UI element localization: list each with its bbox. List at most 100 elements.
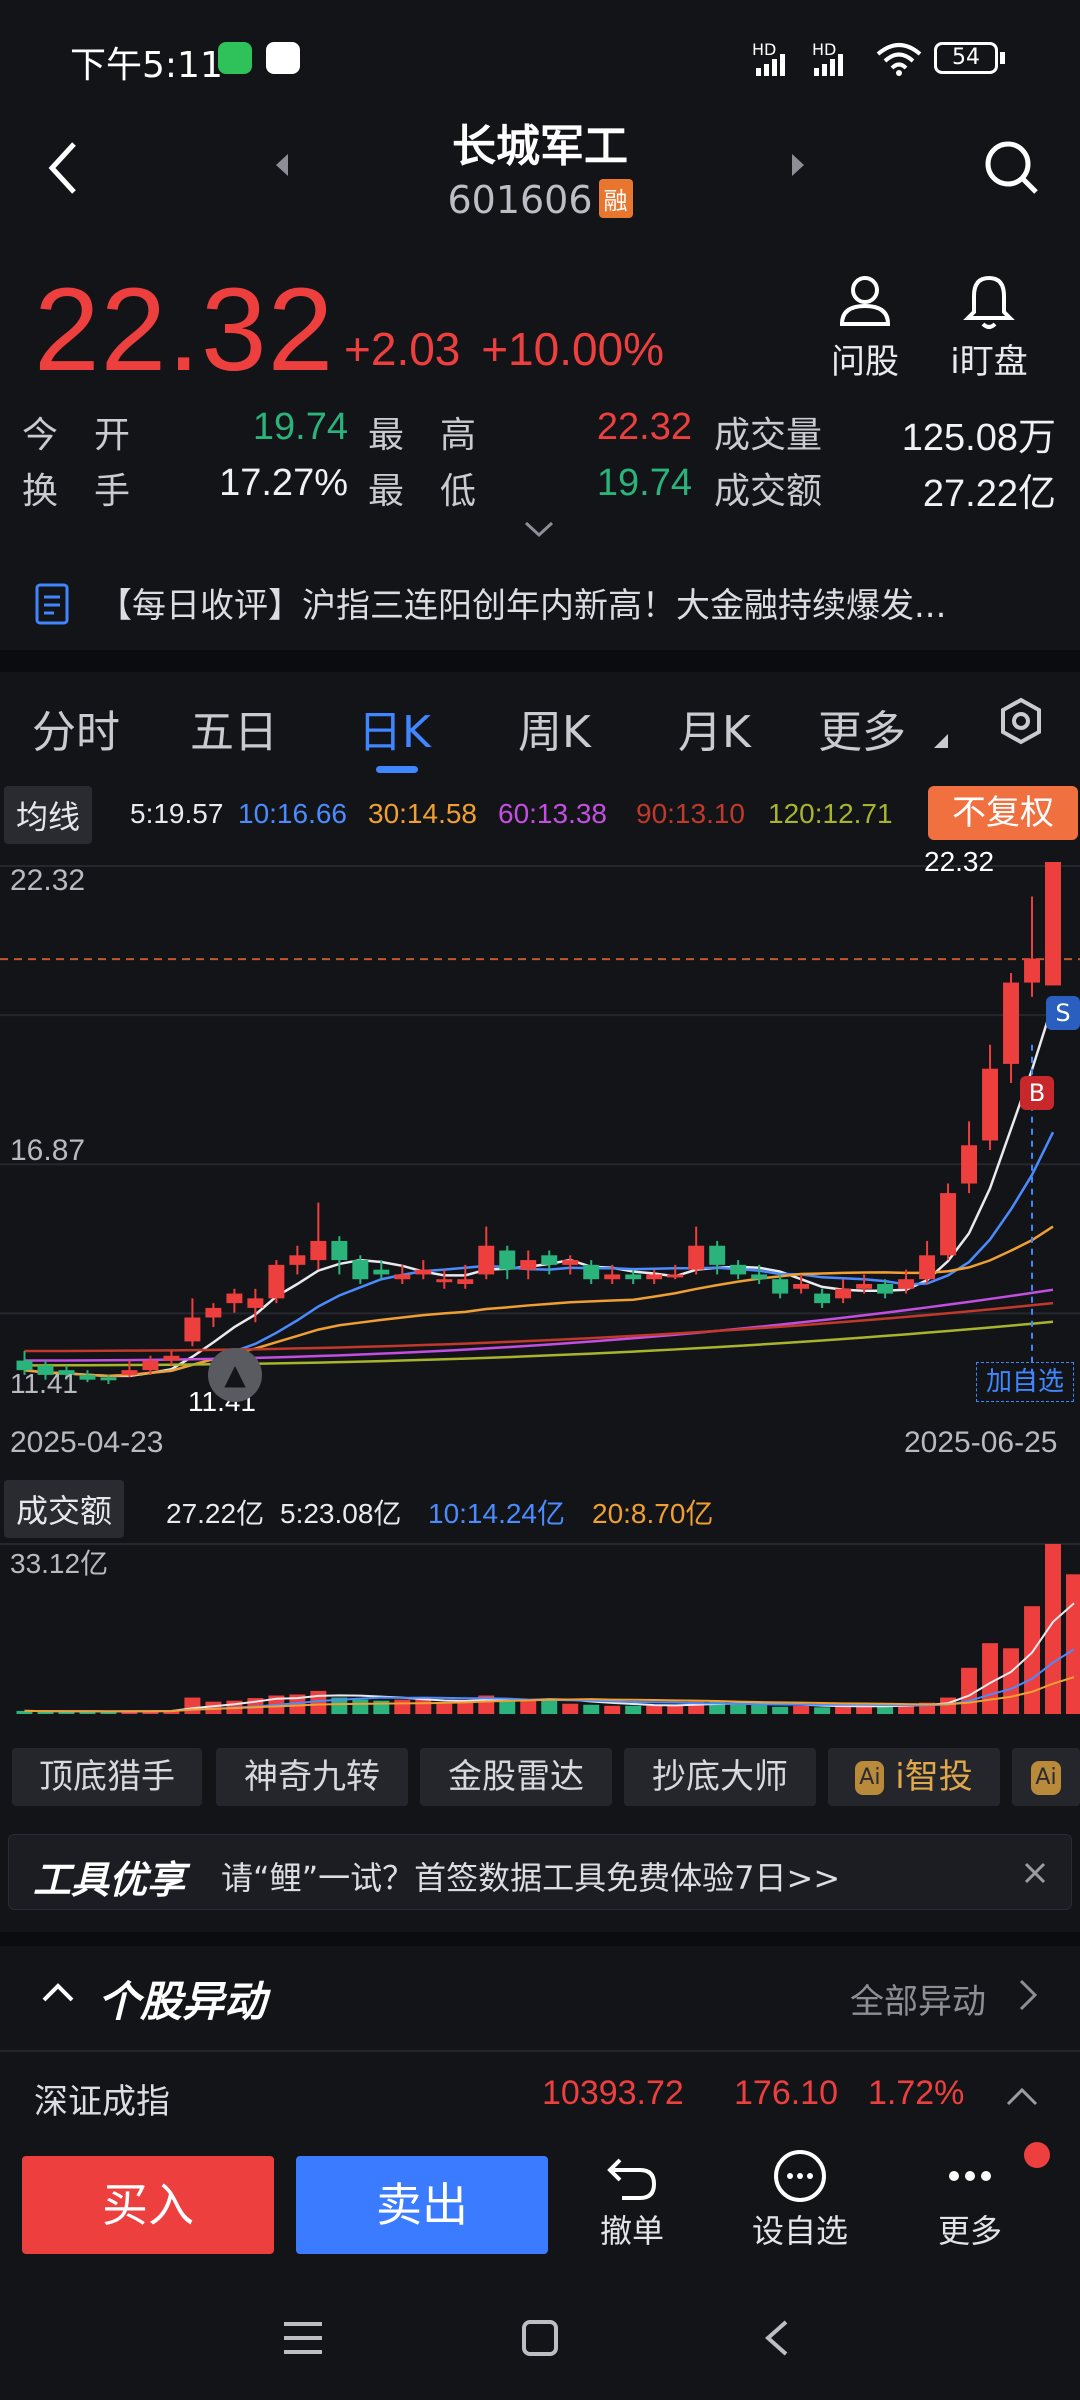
volume-bar[interactable] xyxy=(982,1643,999,1714)
volume-bar[interactable] xyxy=(163,1710,180,1714)
volume-bar[interactable] xyxy=(331,1697,348,1714)
close-icon[interactable] xyxy=(1023,1861,1047,1885)
candle-body[interactable] xyxy=(499,1250,516,1270)
volume-bar[interactable] xyxy=(583,1704,600,1714)
tool-magic-nine[interactable]: 神奇九转 xyxy=(216,1748,408,1806)
candle-body[interactable] xyxy=(709,1245,726,1265)
volume-bar[interactable] xyxy=(457,1701,474,1714)
tool-ai-more[interactable]: Ai xyxy=(1012,1748,1080,1806)
volume-bar[interactable] xyxy=(394,1699,411,1714)
candle-body[interactable] xyxy=(163,1355,180,1361)
volume-chart[interactable] xyxy=(0,1534,1080,1720)
volume-bar[interactable] xyxy=(100,1711,117,1714)
volume-bar[interactable] xyxy=(1045,1544,1061,1714)
volume-bar[interactable] xyxy=(499,1698,516,1714)
tool-bottom-master[interactable]: 抄底大师 xyxy=(624,1748,816,1806)
candle-body[interactable] xyxy=(184,1317,201,1342)
volume-bar[interactable] xyxy=(352,1699,369,1714)
chevron-right-icon[interactable] xyxy=(1018,1978,1038,2012)
abnormal-section-header[interactable]: 个股异动 全部异动 xyxy=(0,1946,1080,2050)
candle-body[interactable] xyxy=(772,1279,789,1294)
index-expand-icon[interactable] xyxy=(1004,2084,1040,2108)
tool-gold-radar[interactable]: 金股雷达 xyxy=(420,1748,612,1806)
volume-bar[interactable] xyxy=(856,1705,873,1714)
candle-body[interactable] xyxy=(898,1279,915,1289)
volume-bar[interactable] xyxy=(730,1703,747,1714)
volume-bar[interactable] xyxy=(646,1705,663,1714)
candle-body[interactable] xyxy=(436,1279,453,1283)
candle-body[interactable] xyxy=(982,1068,999,1141)
prev-stock-icon[interactable] xyxy=(272,150,290,180)
candle-body[interactable] xyxy=(961,1145,978,1184)
volume-bar[interactable] xyxy=(58,1711,75,1714)
volume-selector[interactable]: 成交额 xyxy=(4,1480,125,1538)
candle-body[interactable] xyxy=(688,1245,705,1270)
buy-button[interactable]: 买入 xyxy=(22,2156,274,2254)
watch-market-button[interactable]: i盯盘 xyxy=(934,272,1044,383)
candle-body[interactable] xyxy=(226,1293,243,1304)
volume-bar[interactable] xyxy=(184,1697,201,1714)
volume-bar[interactable] xyxy=(16,1710,33,1714)
candle-body[interactable] xyxy=(310,1240,327,1261)
tool-top-bottom-hunter[interactable]: 顶底猎手 xyxy=(12,1748,202,1806)
collapse-chevron-icon[interactable] xyxy=(40,1980,76,2004)
candle-body[interactable] xyxy=(289,1255,306,1265)
candle-body[interactable] xyxy=(541,1255,558,1265)
candle-body[interactable] xyxy=(1024,958,1040,983)
volume-bar[interactable] xyxy=(877,1706,894,1714)
candle-body[interactable] xyxy=(100,1377,117,1381)
ask-stock-button[interactable]: 问股 xyxy=(820,272,910,383)
search-icon[interactable] xyxy=(982,138,1042,198)
candle-body[interactable] xyxy=(247,1298,264,1308)
menu-icon[interactable] xyxy=(282,2320,324,2356)
tab-monthly-k[interactable]: 月K xyxy=(678,707,751,758)
candle-body[interactable] xyxy=(583,1264,600,1280)
volume-bar[interactable] xyxy=(415,1698,432,1714)
volume-bar[interactable] xyxy=(667,1704,684,1714)
candle-body[interactable] xyxy=(1003,982,1020,1064)
volume-bar[interactable] xyxy=(142,1710,159,1714)
chart-settings-icon[interactable] xyxy=(996,696,1046,746)
candle-body[interactable] xyxy=(814,1293,831,1304)
news-ticker[interactable]: 【每日收评】沪指三连阳创年内新高！大金融持续爆发... xyxy=(0,560,1080,650)
candle-body[interactable] xyxy=(331,1240,348,1261)
kline-chart[interactable] xyxy=(0,848,1080,1408)
volume-bar[interactable] xyxy=(436,1703,453,1714)
candle-body[interactable] xyxy=(667,1274,684,1278)
candle-body[interactable] xyxy=(268,1264,285,1299)
volume-bar[interactable] xyxy=(37,1711,54,1714)
candle-body[interactable] xyxy=(478,1245,495,1275)
back-icon[interactable] xyxy=(44,138,84,198)
candle-body[interactable] xyxy=(625,1274,642,1280)
candle-body[interactable] xyxy=(604,1274,621,1280)
candle-body[interactable] xyxy=(940,1193,957,1256)
candle-body[interactable] xyxy=(919,1255,936,1280)
volume-bar[interactable] xyxy=(1024,1606,1040,1714)
volume-bar[interactable] xyxy=(121,1710,138,1714)
volume-bar[interactable] xyxy=(793,1705,810,1714)
candle-body[interactable] xyxy=(520,1260,537,1270)
candle-body[interactable] xyxy=(835,1288,852,1299)
back-nav-icon[interactable] xyxy=(762,2318,792,2358)
sell-marker[interactable]: S xyxy=(1046,996,1080,1030)
candle-body[interactable] xyxy=(646,1274,663,1280)
tool-ai-invest[interactable]: Ai i智投 xyxy=(828,1748,1000,1806)
volume-bar[interactable] xyxy=(1003,1648,1020,1714)
candle-body[interactable] xyxy=(877,1284,894,1294)
tab-weekly-k[interactable]: 周K xyxy=(518,707,591,758)
candle-body[interactable] xyxy=(730,1264,747,1275)
volume-bar[interactable] xyxy=(814,1707,831,1714)
candle-body[interactable] xyxy=(79,1374,96,1380)
candle-body[interactable] xyxy=(856,1284,873,1289)
volume-bar[interactable] xyxy=(961,1667,978,1714)
volume-bar[interactable] xyxy=(79,1711,96,1714)
volume-bar[interactable] xyxy=(772,1706,789,1714)
volume-bar[interactable] xyxy=(898,1703,915,1714)
candle-body[interactable] xyxy=(562,1260,579,1265)
add-watchlist-button[interactable]: 设自选 xyxy=(740,2146,860,2252)
tab-daily-k[interactable]: 日K xyxy=(358,707,431,758)
next-stock-icon[interactable] xyxy=(790,150,808,180)
promo-banner[interactable]: 工具优享 请“鲤”一试？首签数据工具免费体验7日>> xyxy=(8,1834,1072,1910)
home-icon[interactable] xyxy=(520,2318,560,2358)
candle-body[interactable] xyxy=(205,1307,222,1318)
